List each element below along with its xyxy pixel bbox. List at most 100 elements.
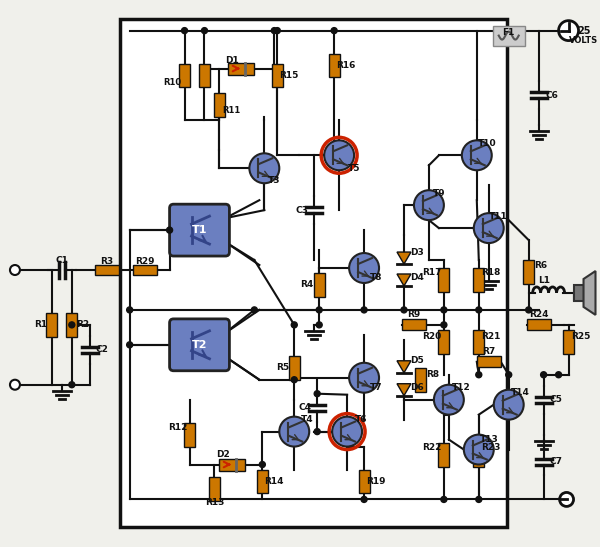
Text: R4: R4 [301, 281, 314, 289]
Bar [220, 458, 245, 470]
Circle shape [291, 377, 297, 383]
Text: T10: T10 [478, 139, 496, 148]
Bar [359, 469, 370, 493]
Bar [329, 54, 340, 78]
Circle shape [202, 27, 208, 33]
Text: R3: R3 [100, 257, 113, 265]
Text: VOLTS: VOLTS [569, 36, 598, 45]
FancyBboxPatch shape [170, 204, 229, 256]
Bar [119, 19, 507, 527]
Circle shape [10, 380, 20, 389]
Text: D2: D2 [217, 450, 230, 459]
Circle shape [324, 141, 354, 170]
Text: R2: R2 [76, 321, 89, 329]
Circle shape [361, 307, 367, 313]
Text: R1: R1 [34, 321, 47, 329]
Text: C6: C6 [545, 91, 558, 100]
Circle shape [314, 391, 320, 397]
Circle shape [476, 307, 482, 313]
Polygon shape [584, 271, 595, 315]
Circle shape [69, 322, 75, 328]
Circle shape [541, 372, 547, 378]
Text: R19: R19 [366, 477, 386, 486]
Text: L1: L1 [538, 276, 550, 286]
Circle shape [279, 417, 309, 446]
Circle shape [464, 435, 494, 464]
Bar [199, 63, 210, 88]
Bar [314, 273, 325, 297]
Bar [473, 268, 484, 292]
Bar [257, 469, 268, 493]
Circle shape [127, 307, 133, 313]
Bar [95, 265, 119, 276]
Circle shape [474, 213, 504, 243]
Text: D3: D3 [410, 248, 424, 257]
Text: R14: R14 [265, 477, 284, 486]
Circle shape [556, 372, 562, 378]
Text: T1: T1 [192, 225, 207, 235]
Circle shape [250, 153, 279, 183]
Text: T8: T8 [370, 274, 382, 282]
Bar [184, 423, 195, 446]
Circle shape [361, 497, 367, 503]
Circle shape [182, 27, 188, 33]
Circle shape [559, 21, 578, 40]
Circle shape [314, 429, 320, 435]
Text: R20: R20 [422, 333, 442, 341]
Bar [272, 63, 283, 88]
Text: C3: C3 [296, 206, 308, 214]
Bar [439, 330, 449, 354]
Text: R11: R11 [222, 106, 241, 115]
Bar [477, 356, 501, 367]
Text: T11: T11 [490, 212, 508, 220]
Text: F1: F1 [503, 28, 515, 37]
Circle shape [526, 307, 532, 313]
Circle shape [476, 372, 482, 378]
Text: R16: R16 [337, 61, 356, 70]
Circle shape [271, 27, 277, 33]
Polygon shape [397, 361, 411, 373]
Circle shape [349, 363, 379, 393]
Bar [574, 285, 584, 301]
Text: T4: T4 [301, 415, 314, 424]
Circle shape [441, 322, 447, 328]
Bar [289, 356, 300, 380]
Text: T9: T9 [433, 189, 445, 197]
Bar [133, 265, 157, 276]
Circle shape [349, 253, 379, 283]
Text: R8: R8 [427, 370, 439, 379]
Circle shape [69, 382, 75, 388]
Text: T13: T13 [479, 435, 498, 444]
Text: D5: D5 [410, 356, 424, 365]
Circle shape [167, 227, 173, 233]
Text: D6: D6 [410, 383, 424, 392]
Text: D1: D1 [226, 56, 239, 65]
Text: R13: R13 [205, 498, 224, 507]
Circle shape [316, 322, 322, 328]
Circle shape [251, 307, 257, 313]
Text: C1: C1 [55, 255, 68, 265]
Bar [473, 443, 484, 467]
Bar [46, 313, 58, 337]
Text: R10: R10 [164, 78, 182, 87]
Bar [493, 26, 524, 45]
Circle shape [332, 417, 362, 446]
Polygon shape [397, 252, 411, 264]
Text: R15: R15 [280, 71, 299, 80]
Text: R29: R29 [135, 257, 154, 265]
Text: T6: T6 [355, 415, 367, 424]
Circle shape [274, 27, 280, 33]
Bar [179, 63, 190, 88]
Bar [67, 313, 77, 337]
Text: C7: C7 [549, 457, 562, 466]
Circle shape [401, 307, 407, 313]
Text: R22: R22 [422, 443, 442, 452]
Text: R17: R17 [422, 267, 442, 276]
Text: C2: C2 [95, 345, 108, 354]
Circle shape [316, 307, 322, 313]
Polygon shape [397, 384, 411, 395]
Bar [473, 330, 484, 354]
Text: T12: T12 [451, 383, 470, 392]
Text: C5: C5 [549, 395, 562, 404]
Bar [523, 260, 534, 284]
